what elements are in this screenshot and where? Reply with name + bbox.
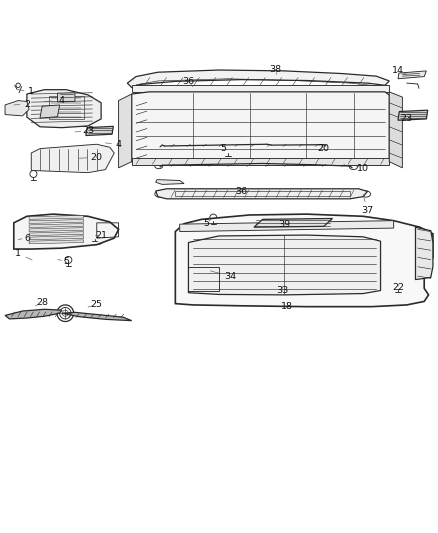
Polygon shape <box>155 189 367 199</box>
Text: 36: 36 <box>182 77 194 86</box>
Polygon shape <box>57 93 75 102</box>
Polygon shape <box>27 90 101 128</box>
Text: 23: 23 <box>401 114 413 123</box>
Text: 23: 23 <box>82 126 94 135</box>
Polygon shape <box>29 220 84 223</box>
Text: 4: 4 <box>116 140 122 149</box>
Polygon shape <box>132 158 389 165</box>
Text: 39: 39 <box>279 220 290 229</box>
Text: 36: 36 <box>235 187 247 196</box>
Polygon shape <box>155 180 184 184</box>
Text: 20: 20 <box>91 153 103 162</box>
Text: 2: 2 <box>24 100 30 109</box>
Polygon shape <box>254 219 332 227</box>
Text: 5: 5 <box>63 257 69 266</box>
Text: 1: 1 <box>28 87 34 96</box>
Polygon shape <box>188 235 381 295</box>
Polygon shape <box>389 92 403 168</box>
Polygon shape <box>132 92 389 165</box>
Polygon shape <box>398 71 426 79</box>
Text: 20: 20 <box>318 144 330 153</box>
Polygon shape <box>29 236 84 240</box>
Polygon shape <box>31 144 114 173</box>
Polygon shape <box>398 110 427 120</box>
Text: 5: 5 <box>203 219 209 228</box>
Text: 25: 25 <box>91 300 103 309</box>
Polygon shape <box>29 223 84 228</box>
Polygon shape <box>29 215 84 220</box>
Text: 5: 5 <box>220 144 226 153</box>
Text: 22: 22 <box>392 283 404 292</box>
Text: 18: 18 <box>281 302 293 311</box>
Polygon shape <box>62 312 132 321</box>
Text: 37: 37 <box>361 206 374 215</box>
Text: 21: 21 <box>95 231 107 239</box>
Polygon shape <box>29 228 84 231</box>
Text: 6: 6 <box>24 233 30 243</box>
Polygon shape <box>5 309 62 319</box>
Polygon shape <box>175 214 433 306</box>
Polygon shape <box>29 240 84 244</box>
Polygon shape <box>40 105 60 118</box>
Polygon shape <box>29 232 84 236</box>
Text: 1: 1 <box>15 249 21 258</box>
Text: 34: 34 <box>224 272 236 280</box>
Text: 14: 14 <box>392 67 404 75</box>
Text: 33: 33 <box>276 286 289 295</box>
Polygon shape <box>119 94 132 168</box>
Text: 28: 28 <box>36 298 48 307</box>
Polygon shape <box>132 85 389 92</box>
Polygon shape <box>86 126 113 135</box>
Text: 10: 10 <box>357 164 369 173</box>
Polygon shape <box>5 101 29 116</box>
Polygon shape <box>14 214 119 249</box>
Text: 4: 4 <box>59 96 65 105</box>
Text: 38: 38 <box>270 64 282 74</box>
Polygon shape <box>127 70 389 87</box>
Polygon shape <box>180 221 394 231</box>
Polygon shape <box>416 227 433 280</box>
